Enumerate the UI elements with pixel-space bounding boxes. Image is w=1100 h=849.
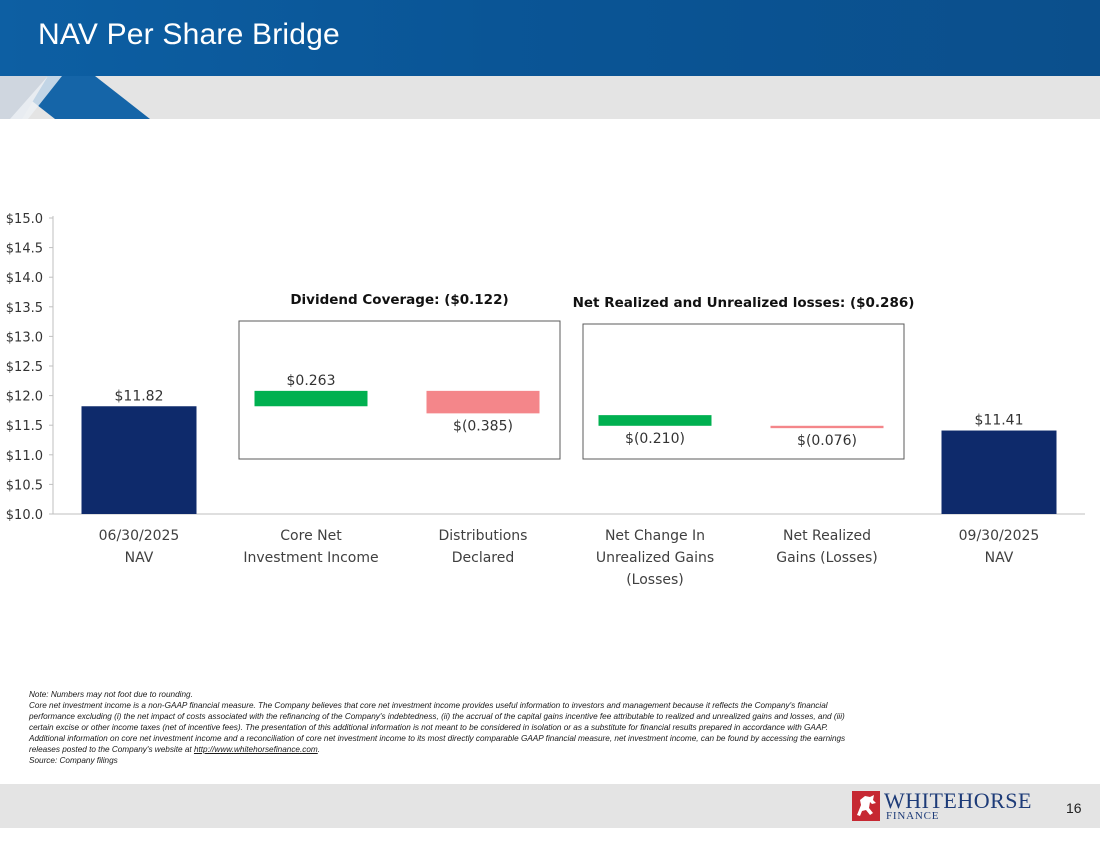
x-category-label: NAV (125, 550, 154, 566)
page-number: 16 (1066, 800, 1082, 816)
bar-decrease (426, 390, 540, 414)
x-category-label: NAV (985, 550, 1014, 566)
waterfall-chart: $10.0 $10.5 $11.0 $11.5 $12.0 $12.5 $13.0 $13.5… (6, 212, 1085, 588)
data-label: $11.82 (115, 388, 164, 404)
x-category-label: 09/30/2025 (959, 528, 1040, 544)
bar-total (81, 406, 197, 514)
note-line: Additional information on core net inves… (29, 734, 846, 743)
x-axis: 06/30/2025 NAV Core Net Investment Income Di… (99, 528, 1040, 588)
x-category-label: Gains (Losses) (776, 550, 877, 566)
group-box (582, 323, 905, 460)
y-tick-label: $14.5 (6, 242, 43, 257)
data-label: $(0.076) (797, 433, 857, 449)
bar-increase (254, 390, 368, 407)
y-tick-label: $12.5 (6, 360, 43, 375)
y-tick-label: $10.0 (6, 508, 43, 523)
header-decoration (0, 76, 150, 119)
bar-decrease (770, 425, 884, 429)
y-tick-label: $15.0 (6, 212, 43, 227)
group-box (238, 320, 561, 460)
slide-title: NAV Per Share Bridge (38, 18, 340, 51)
note-line: Note: Numbers may not foot due to roundi… (29, 690, 193, 699)
source-line: Source: Company filings (29, 756, 118, 765)
footer-bar (0, 784, 1100, 828)
y-tick-label: $11.5 (6, 419, 43, 434)
group-title: Net Realized and Unrealized losses: ($0.… (573, 295, 915, 311)
x-category-label: Unrealized Gains (596, 550, 714, 566)
group-title: Dividend Coverage: ($0.122) (290, 292, 508, 308)
x-category-label: (Losses) (626, 572, 684, 588)
note-line: Core net investment income is a non-GAAP… (29, 701, 828, 710)
x-category-label: Declared (452, 550, 515, 566)
note-line-last: releases posted to the Company's website… (29, 744, 1069, 755)
note-text: . (317, 745, 321, 754)
logo-wordmark: WHITEHORSE (884, 788, 1032, 813)
logo-subtitle: FINANCE (886, 810, 940, 822)
y-tick-label: $13.5 (6, 301, 43, 316)
x-category-label: Core Net (280, 528, 342, 544)
x-category-label: 06/30/2025 (99, 528, 180, 544)
horse-logo-icon (852, 791, 880, 821)
subheader-bar (0, 76, 1100, 119)
y-tick-label: $11.0 (6, 449, 43, 464)
website-link[interactable]: http://www.whitehorsefinance.com (193, 745, 318, 754)
x-category-label: Net Realized (783, 528, 871, 544)
footnotes: Note: Numbers may not foot due to roundi… (29, 689, 1069, 766)
data-label: $0.263 (287, 373, 336, 389)
header-bar (0, 0, 1100, 76)
data-labels: $11.82 $0.263 $(0.385) $(0.210) $(0.076) $11.… (115, 373, 1024, 449)
bar-increase (598, 415, 712, 426)
data-label: $(0.210) (625, 431, 685, 447)
y-tick-label: $12.0 (6, 390, 43, 405)
y-tick-label: $14.0 (6, 271, 43, 286)
x-category-label: Distributions (439, 528, 528, 544)
y-tick-label: $10.5 (6, 478, 43, 493)
x-category-label: Net Change In (605, 528, 705, 544)
note-line: certain excise or other income taxes (ne… (29, 723, 829, 732)
group-boxes: Dividend Coverage: ($0.122) Net Realized … (238, 292, 915, 460)
note-line: performance excluding (i) the net impact… (29, 712, 845, 721)
y-tick-label: $13.0 (6, 330, 43, 345)
x-category-label: Investment Income (243, 550, 378, 566)
company-logo: WHITEHORSE FINANCE (852, 790, 1052, 824)
bars (81, 390, 1057, 514)
bar-total (941, 430, 1057, 514)
y-axis: $10.0 $10.5 $11.0 $11.5 $12.0 $12.5 $13.0 $13.5… (6, 212, 1085, 523)
data-label: $11.41 (975, 413, 1024, 429)
data-label: $(0.385) (453, 418, 513, 434)
note-text: releases posted to the Company's website… (29, 745, 194, 754)
